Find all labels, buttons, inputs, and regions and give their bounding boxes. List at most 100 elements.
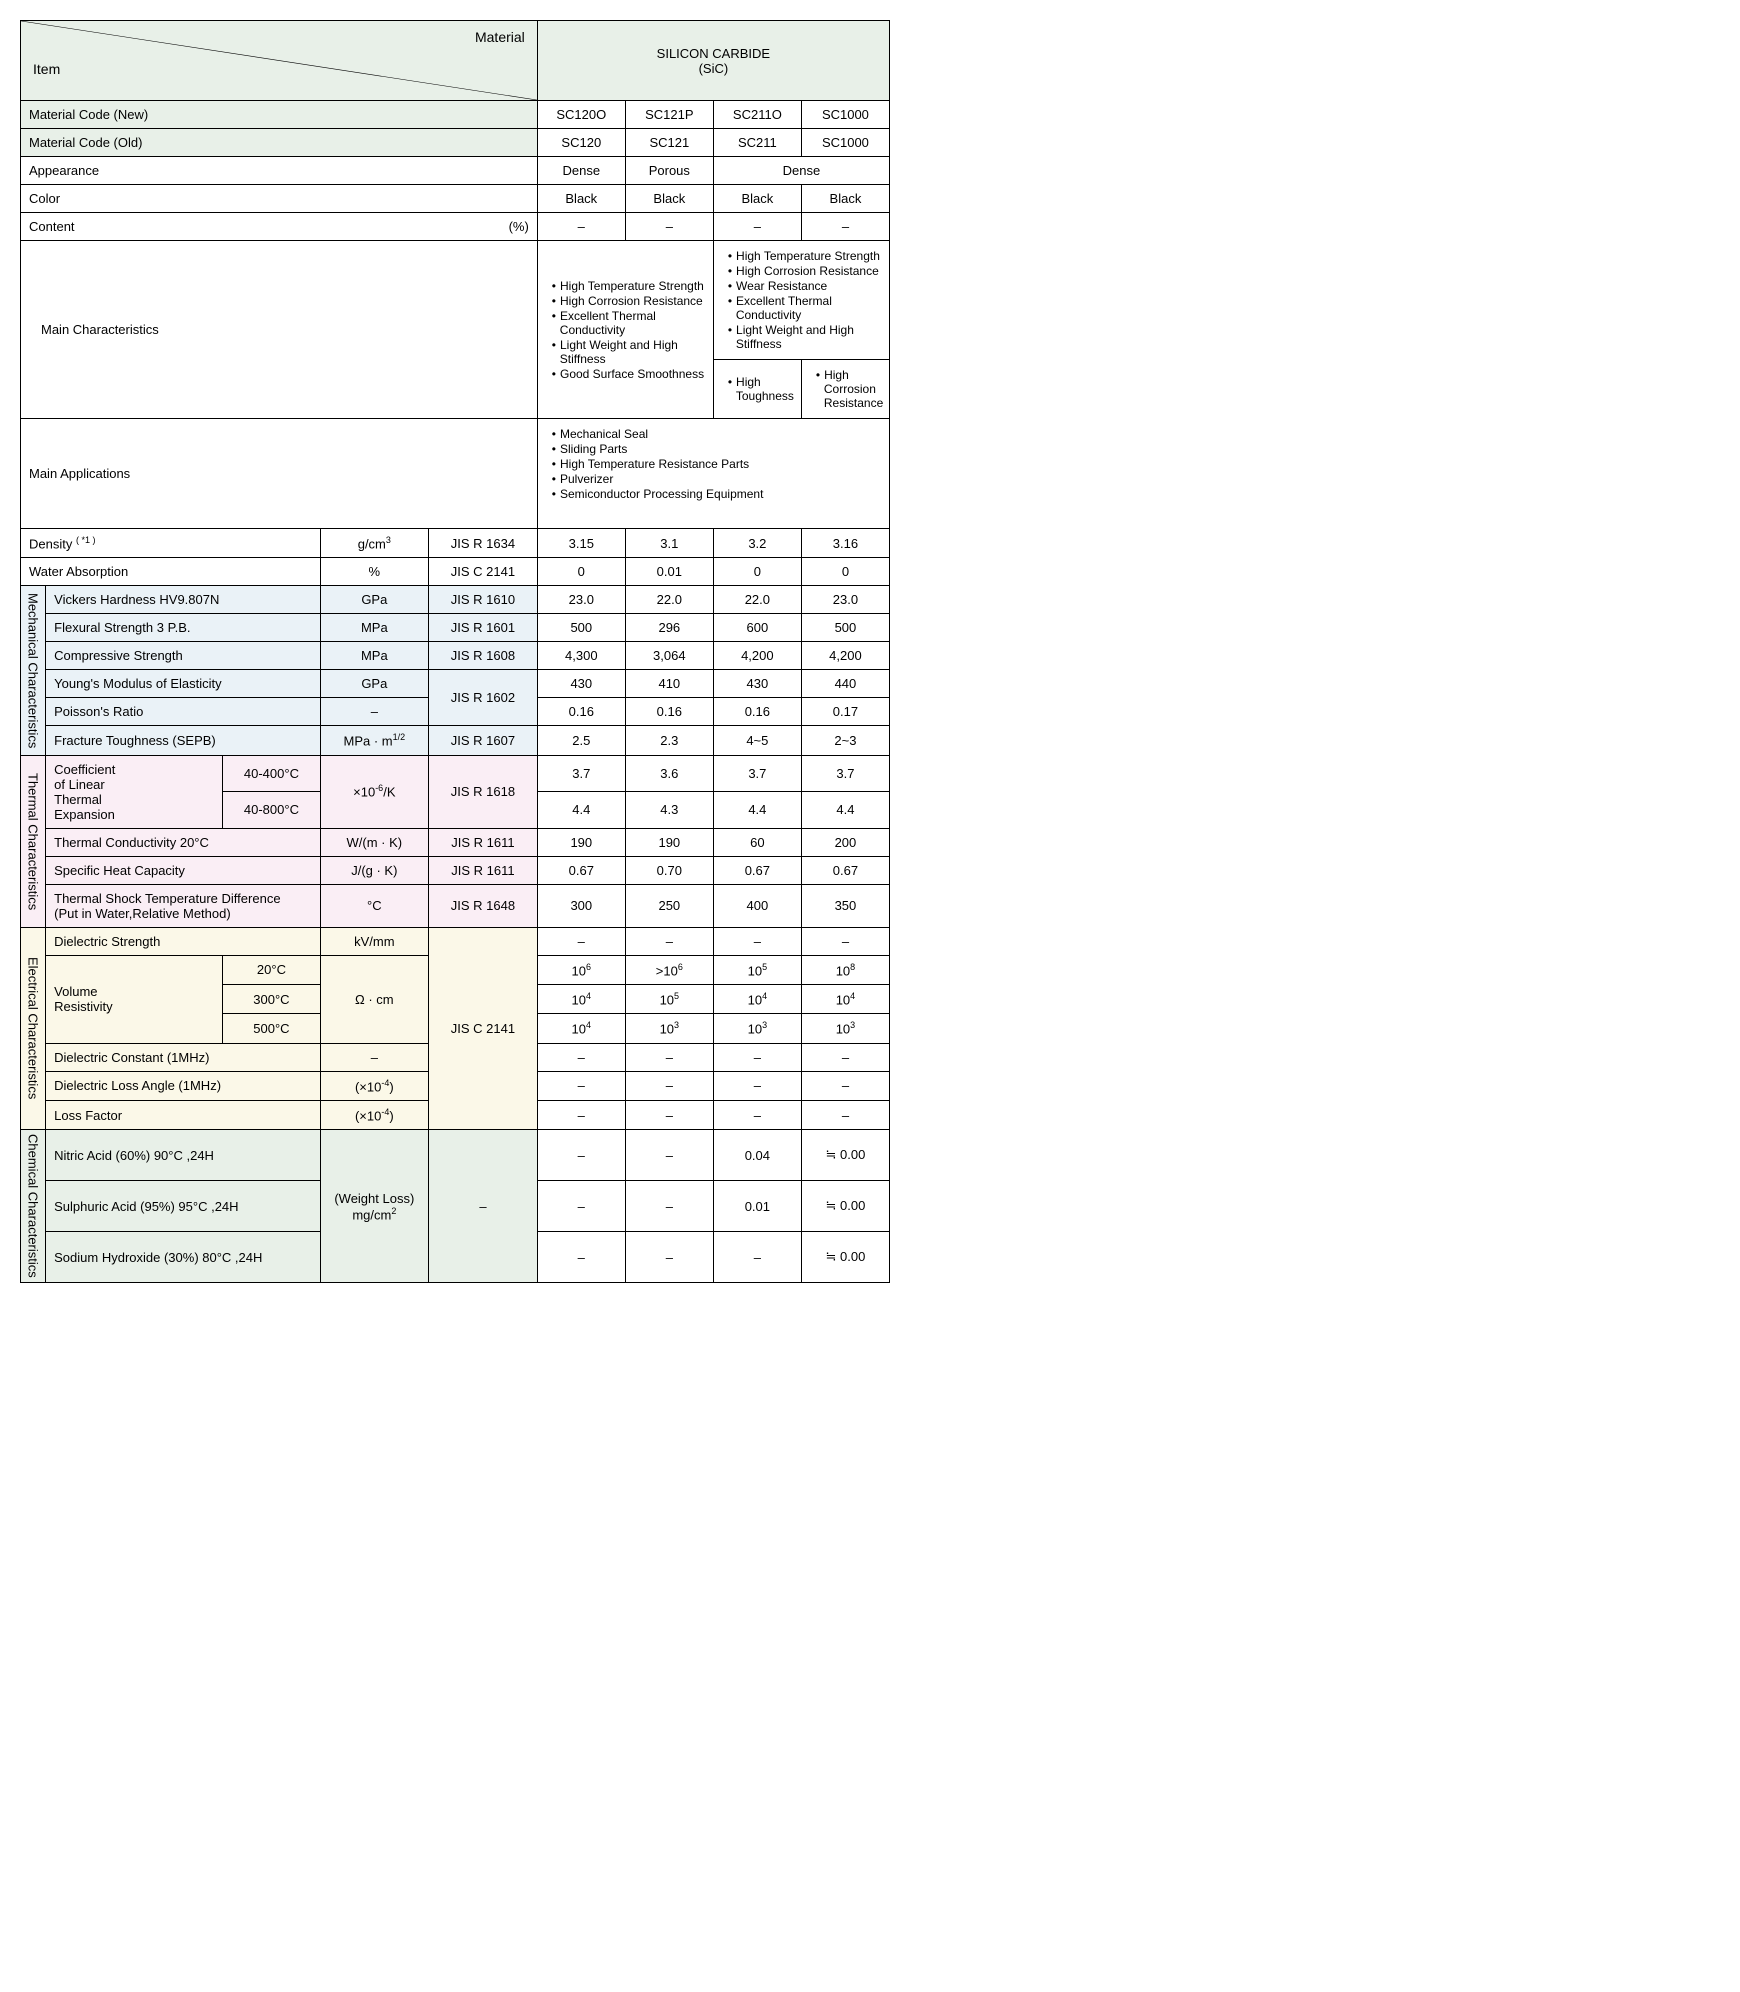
applications-cell: Mechanical SealSliding PartsHigh Tempera…	[537, 419, 889, 529]
cte1-2: 3.6	[625, 755, 713, 792]
char-right-top-list: High Temperature StrengthHigh Corrosion …	[722, 249, 881, 351]
water-2: 0.01	[625, 558, 713, 586]
color-1: Black	[537, 185, 625, 213]
group-title-1: SILICON CARBIDE	[657, 46, 770, 61]
appearance-label: Appearance	[21, 157, 538, 185]
list-item: High Toughness	[736, 375, 793, 403]
list-item: High Corrosion Resistance	[736, 264, 881, 278]
tc-unit: W/(m · K)	[320, 828, 429, 856]
dla-label: Dielectric Loss Angle (1MHz)	[46, 1071, 320, 1100]
density-2: 3.1	[625, 529, 713, 558]
compress-1: 4,300	[537, 642, 625, 670]
naoh-label: Sodium Hydroxide (30%) 80°C ,24H	[46, 1232, 320, 1283]
dc-4: –	[801, 1043, 889, 1071]
list-item: Light Weight and High Stiffness	[560, 338, 705, 366]
flexural-4: 500	[801, 614, 889, 642]
color-2: Black	[625, 185, 713, 213]
tc-3: 60	[713, 828, 801, 856]
list-item: High Temperature Resistance Parts	[560, 457, 881, 471]
vickers-label: Vickers Hardness HV9.807N	[46, 586, 320, 614]
vr3-3: 103	[713, 1014, 801, 1043]
code-old-label: Material Code (Old)	[21, 129, 538, 157]
cte1-4: 3.7	[801, 755, 889, 792]
lf-3: –	[713, 1100, 801, 1129]
elec-std: JIS C 2141	[429, 927, 538, 1130]
shc-unit: J/(g · K)	[320, 856, 429, 884]
poisson-unit: –	[320, 698, 429, 726]
cat-elec: Electrical Characteristics	[21, 927, 46, 1130]
content-4: –	[801, 213, 889, 241]
vr3-4: 103	[801, 1014, 889, 1043]
lf-unit: (×10-4)	[320, 1100, 429, 1129]
young-label: Young's Modulus of Elasticity	[46, 670, 320, 698]
material-spec-table: Item Material SILICON CARBIDE (SiC) Mate…	[20, 20, 890, 1283]
dc-1: –	[537, 1043, 625, 1071]
content-3: –	[713, 213, 801, 241]
naoh-4: ≒ 0.00	[801, 1232, 889, 1283]
cte-label: Coefficientof LinearThermalExpansion	[46, 755, 223, 828]
tstd-1: 300	[537, 884, 625, 927]
sulph-1: –	[537, 1181, 625, 1232]
shc-3: 0.67	[713, 856, 801, 884]
flexural-2: 296	[625, 614, 713, 642]
nitric-2: –	[625, 1130, 713, 1181]
applications-list: Mechanical SealSliding PartsHigh Tempera…	[546, 427, 881, 501]
color-label: Color	[21, 185, 538, 213]
nitric-label: Nitric Acid (60%) 90°C ,24H	[46, 1130, 320, 1181]
cte2-1: 4.4	[537, 792, 625, 829]
cte2-2: 4.3	[625, 792, 713, 829]
vr1-4: 108	[801, 955, 889, 984]
list-item: Good Surface Smoothness	[560, 367, 705, 381]
dla-2: –	[625, 1071, 713, 1100]
lf-2: –	[625, 1100, 713, 1129]
cte-r2: 40-800°C	[223, 792, 320, 829]
list-item: Mechanical Seal	[560, 427, 881, 441]
ds-label: Dielectric Strength	[46, 927, 320, 955]
appearance-34: Dense	[713, 157, 889, 185]
vr2-3: 104	[713, 984, 801, 1013]
code-new-label: Material Code (New)	[21, 101, 538, 129]
fracture-std: JIS R 1607	[429, 726, 538, 755]
header-item-material: Item Material	[21, 21, 538, 101]
young-2: 410	[625, 670, 713, 698]
tc-std: JIS R 1611	[429, 828, 538, 856]
compress-std: JIS R 1608	[429, 642, 538, 670]
list-item: Pulverizer	[560, 472, 881, 486]
density-unit: g/cm3	[320, 529, 429, 558]
vickers-4: 23.0	[801, 586, 889, 614]
lf-4: –	[801, 1100, 889, 1129]
characteristics-right-top: High Temperature StrengthHigh Corrosion …	[713, 241, 889, 360]
vickers-3: 22.0	[713, 586, 801, 614]
item-label: Item	[33, 61, 60, 77]
vr3-2: 103	[625, 1014, 713, 1043]
lf-label: Loss Factor	[46, 1100, 320, 1129]
cat-therm: Thermal Characteristics	[21, 755, 46, 927]
compress-3: 4,200	[713, 642, 801, 670]
lf-1: –	[537, 1100, 625, 1129]
naoh-1: –	[537, 1232, 625, 1283]
vr2-4: 104	[801, 984, 889, 1013]
young-3: 430	[713, 670, 801, 698]
ds-3: –	[713, 927, 801, 955]
characteristics-left: High Temperature StrengthHigh Corrosion …	[537, 241, 713, 419]
dc-unit: –	[320, 1043, 429, 1071]
naoh-3: –	[713, 1232, 801, 1283]
nitric-3: 0.04	[713, 1130, 801, 1181]
tc-1: 190	[537, 828, 625, 856]
water-1: 0	[537, 558, 625, 586]
density-std: JIS R 1634	[429, 529, 538, 558]
flexural-3: 600	[713, 614, 801, 642]
vr-t3: 500°C	[223, 1014, 320, 1043]
poisson-3: 0.16	[713, 698, 801, 726]
appearance-1: Dense	[537, 157, 625, 185]
tc-2: 190	[625, 828, 713, 856]
list-item: Sliding Parts	[560, 442, 881, 456]
code-new-3: SC211O	[713, 101, 801, 129]
vr1-1: 106	[537, 955, 625, 984]
tstd-std: JIS R 1648	[429, 884, 538, 927]
list-item: High Temperature Strength	[736, 249, 881, 263]
compress-unit: MPa	[320, 642, 429, 670]
list-item: High Corrosion Resistance	[560, 294, 705, 308]
young-1: 430	[537, 670, 625, 698]
tstd-3: 400	[713, 884, 801, 927]
